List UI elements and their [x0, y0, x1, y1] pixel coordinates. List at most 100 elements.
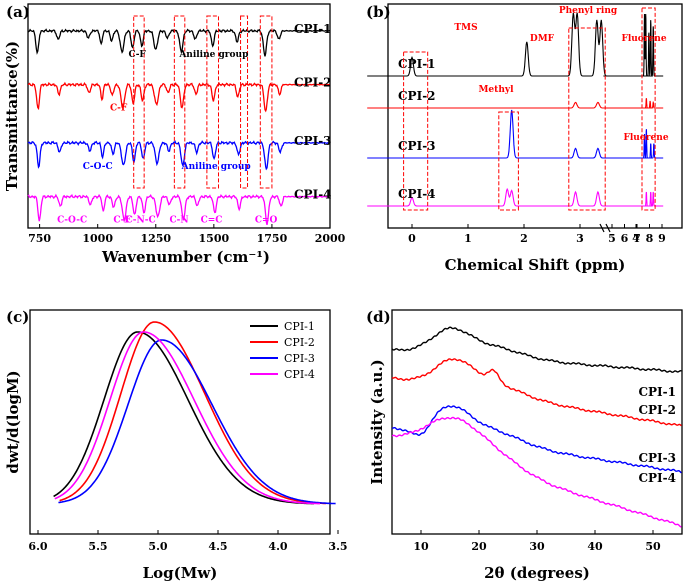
panel-d-label: (d): [366, 308, 391, 326]
panel-a-series-label: CPI-2: [294, 76, 332, 90]
panel-b-highlight-box: [498, 111, 519, 211]
panel-b-series-label: CPI-2: [398, 89, 436, 103]
panel-c-xtick-label: 5.5: [88, 540, 107, 553]
panel-b-xtick-label: 8: [646, 232, 654, 245]
panel-c-legend-label: CPI-1: [284, 320, 315, 333]
panel-c-xtick-label: 6.0: [28, 540, 47, 553]
panel-c-series-cpi-3: [58, 339, 336, 505]
panel-b-annotation: Fluorene: [621, 34, 666, 44]
panel-b-xtick-label: 0: [408, 232, 416, 245]
panel-c-gpc: 6.0 5.5 5.0 4.5 4.0 3.5 CPI-1CPI-2CPI-3CPI-4 …: [4, 309, 348, 582]
panel-b-series-cpi-2: [367, 98, 664, 109]
panel-a-band-label: C-N: [169, 216, 188, 226]
panel-a-band-label: C-F: [129, 50, 147, 60]
panel-b-xtick-label: 6: [621, 232, 629, 245]
panel-d-series-label: CPI-2: [638, 403, 676, 417]
panel-b-annotation: Methyl: [478, 85, 514, 95]
panel-a-band-box: [240, 15, 249, 189]
panel-d-xtick-label: 40: [587, 540, 603, 553]
panel-a-band-box: [133, 15, 145, 189]
panel-a-xtick-label: 1750: [257, 232, 288, 245]
panel-a-band-box: [259, 15, 273, 189]
panel-d-ylabel: Intensity (a.u.): [368, 359, 386, 485]
panel-a-band-label: Aniline group: [178, 50, 248, 60]
panel-b-xtick-label: 9: [658, 232, 666, 245]
panel-a-xtick-label: 1000: [82, 232, 113, 245]
panel-b-highlight-box: [403, 51, 429, 211]
panel-c-xlabel: Log(Mw): [143, 564, 218, 582]
panel-a-band-label: C=O: [255, 216, 278, 226]
panel-a-band-label: C-O-C: [83, 162, 113, 172]
panel-c-ylabel: dwt/d(logM): [4, 370, 22, 473]
panel-a-ftir: 750 1000 1250 1500 1750 2000 CPI-1 CPI-2 CPI-3 C…: [3, 3, 346, 266]
panel-b-xtick-label: 2: [520, 232, 528, 245]
panel-c-legend-label: CPI-3: [284, 352, 315, 365]
panel-c-xtick-label: 3.5: [328, 540, 347, 553]
panel-a-band-box: [173, 15, 186, 189]
panel-a-band-box: [206, 15, 219, 189]
panel-a-series-label: CPI-3: [294, 134, 332, 148]
panel-b-xtick-label: 4: [632, 232, 640, 245]
panel-a-band-label: C=C: [201, 216, 223, 226]
panel-b-series-cpi-1: [367, 12, 664, 77]
panel-c-legend-label: CPI-2: [284, 336, 315, 349]
panel-d-series-cpi-1: [391, 326, 682, 373]
panel-d-series-label: CPI-4: [638, 471, 676, 485]
panel-c-xtick-label: 4.5: [208, 540, 227, 553]
panel-c-frame: [29, 309, 331, 535]
panel-d-xrd: 10 20 30 40 50 CPI-1 CPI-2 CPI-3 CPI-4 Intensit…: [368, 309, 683, 582]
panel-d-xtick-label: 20: [471, 540, 487, 553]
panel-b-label: (b): [366, 3, 391, 21]
panel-a-band-label: C-N-C: [126, 216, 156, 226]
panel-a-band-label: C-O-C: [57, 216, 87, 226]
panel-b-highlight-box: [568, 27, 606, 211]
panel-b-series-label: CPI-1: [398, 57, 436, 71]
panel-b-xtick-label: 3: [576, 232, 584, 245]
panel-a-series-cpi-3: [27, 140, 331, 171]
panel-b-series-cpi-3: [367, 109, 664, 159]
panel-b-annotation: Fluorene: [623, 133, 668, 143]
panel-d-xtick-label: 30: [529, 540, 545, 553]
panel-a-series-cpi-1: [27, 28, 330, 57]
panel-b-xlabel: Chemical Shift (ppm): [445, 256, 626, 274]
panel-a-xtick-label: 750: [28, 232, 51, 245]
panel-b-xtick-label: 1: [464, 232, 472, 245]
panel-a-band-label: C-F: [113, 216, 131, 226]
panel-d-xlabel: 2θ (degrees): [484, 564, 590, 582]
panel-b-series-label: CPI-3: [398, 139, 436, 153]
panel-b-annotation: TMS: [454, 23, 477, 33]
panel-a-frame: [27, 3, 331, 229]
panel-b-series-cpi-4: [367, 187, 664, 207]
panel-a-xtick-label: 1500: [199, 232, 230, 245]
panel-a-series-label: CPI-1: [294, 22, 332, 36]
panel-c-label: (c): [6, 308, 29, 326]
panel-a-xtick-label: 1250: [140, 232, 171, 245]
panel-c-series-cpi-1: [53, 331, 314, 505]
panel-a-band-label: Aniline group: [181, 162, 251, 172]
panel-d-series-cpi-4: [391, 416, 682, 528]
panel-d-frame: [391, 309, 683, 535]
panel-a-series-cpi-2: [28, 81, 330, 113]
panel-b-series-label: CPI-4: [398, 187, 436, 201]
panel-b-highlight-box: [641, 7, 656, 211]
panel-b-nmr: 0 1 2 3 4 5 6 7 8 9 CPI-1 CPI-2 CPI-3 CPI-4 TMS DMF Ph…: [367, 3, 683, 274]
panel-d-series-cpi-3: [391, 405, 682, 474]
panel-d-series-cpi-2: [391, 358, 682, 427]
panel-b-axis-break: [599, 223, 611, 233]
panel-c-series-cpi-4: [54, 331, 320, 505]
panel-b-frame: [387, 3, 683, 229]
panel-c-legend-label: CPI-4: [284, 368, 315, 381]
panel-c-xtick-label: 4.0: [268, 540, 287, 553]
panel-b-annotation: Phenyl ring: [559, 6, 618, 16]
panel-a-band-label: C-F: [110, 104, 128, 114]
panel-b-xtick-label: 5: [608, 232, 616, 245]
panel-a-label: (a): [6, 3, 30, 21]
panel-b-annotation: DMF: [530, 34, 555, 44]
panel-a-series-label: CPI-4: [294, 188, 332, 202]
panel-a-xtick-label: 2000: [315, 232, 346, 245]
panel-a-ylabel: Transmittance(%): [3, 41, 21, 191]
panel-b-xtick-label: 7: [633, 232, 641, 245]
panel-d-series-label: CPI-3: [638, 451, 676, 465]
panel-a-series-cpi-4: [27, 193, 331, 226]
